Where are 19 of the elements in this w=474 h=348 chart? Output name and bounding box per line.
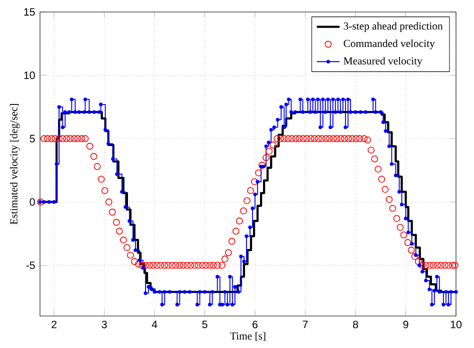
y-tick-label: 5 [30,134,35,142]
x-tick-label: 8 [353,320,358,328]
x-tick-label: 9 [403,320,408,328]
x-tick-label: 6 [252,320,258,328]
legend-label: Measured velocity [344,56,422,67]
y-tick-label: 15 [24,8,35,16]
legend-label: 3-step ahead prediction [344,22,443,32]
x-tick-label: 3 [102,320,107,328]
legend-label: Commanded velocity [344,40,435,50]
x-tick-label: 2 [52,320,57,328]
y-tick-label: 0 [30,198,35,206]
x-tick-label: 10 [450,320,462,328]
x-axis-title: Time [s] [230,332,266,341]
x-tick-label: 4 [152,320,158,328]
x-tick-label: 5 [202,320,208,328]
y-axis-title: Estimated velocity [deg/sec] [10,104,20,224]
y-tick-label: -5 [26,262,35,270]
x-tick-label: 7 [302,320,308,328]
y-tick-label: 10 [24,72,35,80]
